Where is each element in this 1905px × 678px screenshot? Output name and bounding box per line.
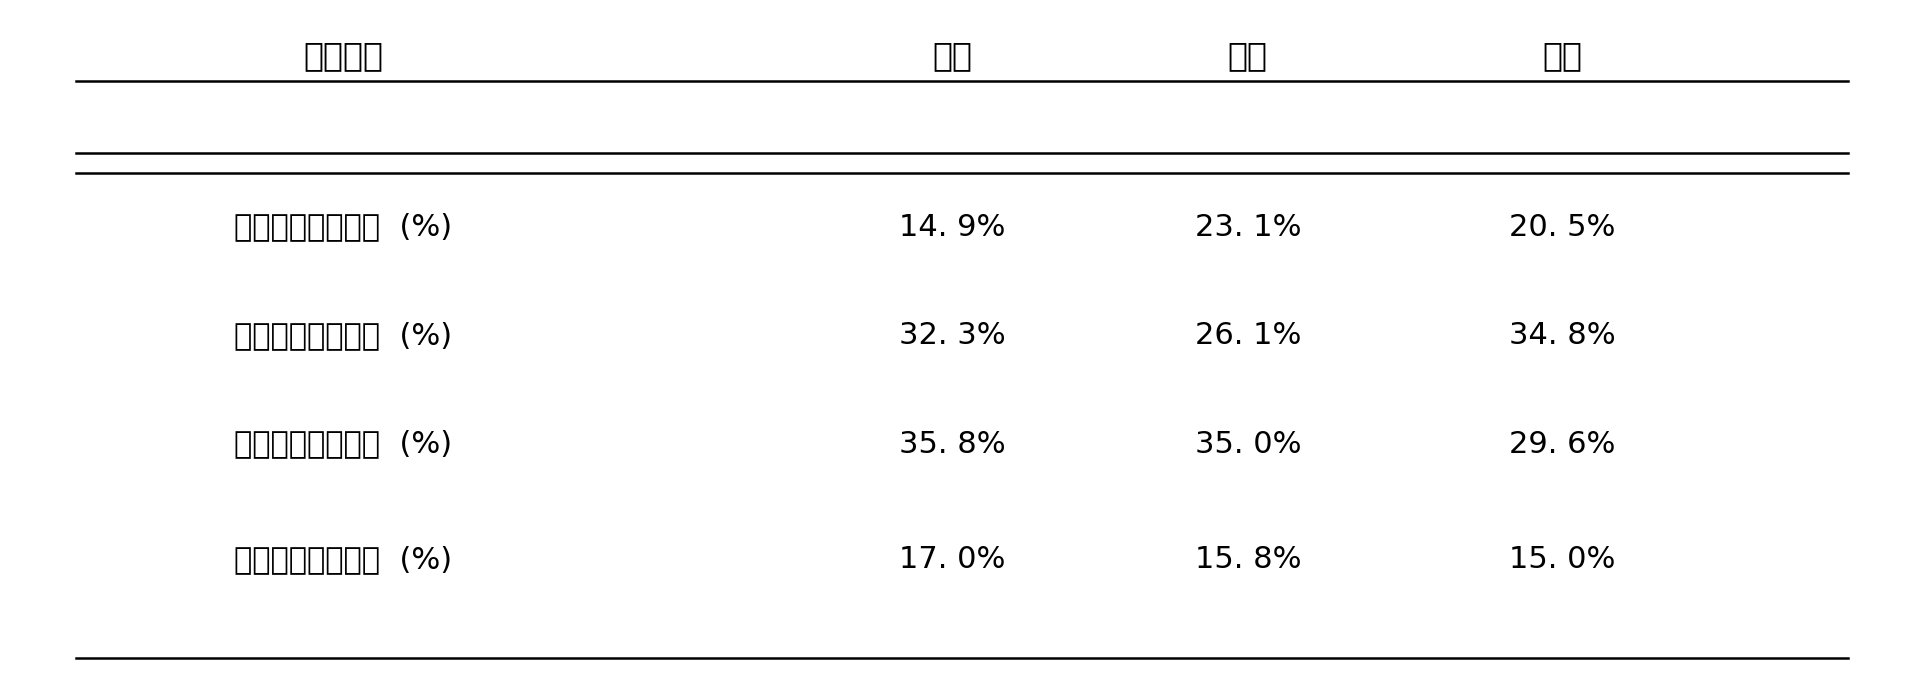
Text: 23. 1%: 23. 1% — [1194, 213, 1301, 241]
Text: 14. 9%: 14. 9% — [899, 213, 1006, 241]
Text: 15. 8%: 15. 8% — [1194, 545, 1301, 574]
Text: 十四烷基苯磺酸钠  (%): 十四烷基苯磺酸钠 (%) — [234, 321, 451, 350]
Text: 十六烷基苯磺酸钠  (%): 十六烷基苯磺酸钠 (%) — [234, 545, 451, 574]
Text: 17. 0%: 17. 0% — [899, 545, 1006, 574]
Text: 主要成分: 主要成分 — [303, 39, 383, 72]
Text: 佳美: 佳美 — [1543, 39, 1581, 72]
Text: 26. 1%: 26. 1% — [1194, 321, 1301, 350]
Text: 15. 0%: 15. 0% — [1509, 545, 1615, 574]
Text: 十五烷基苯磺酸钠  (%): 十五烷基苯磺酸钠 (%) — [234, 430, 451, 458]
Text: 十三烷基苯磺酸钠  (%): 十三烷基苯磺酸钠 (%) — [234, 213, 451, 241]
Text: 奥妙: 奥妙 — [933, 39, 972, 72]
Text: 29. 6%: 29. 6% — [1509, 430, 1615, 458]
Text: 白猫: 白猫 — [1229, 39, 1267, 72]
Text: 32. 3%: 32. 3% — [899, 321, 1006, 350]
Text: 34. 8%: 34. 8% — [1509, 321, 1615, 350]
Text: 35. 8%: 35. 8% — [899, 430, 1006, 458]
Text: 20. 5%: 20. 5% — [1509, 213, 1615, 241]
Text: 35. 0%: 35. 0% — [1194, 430, 1301, 458]
